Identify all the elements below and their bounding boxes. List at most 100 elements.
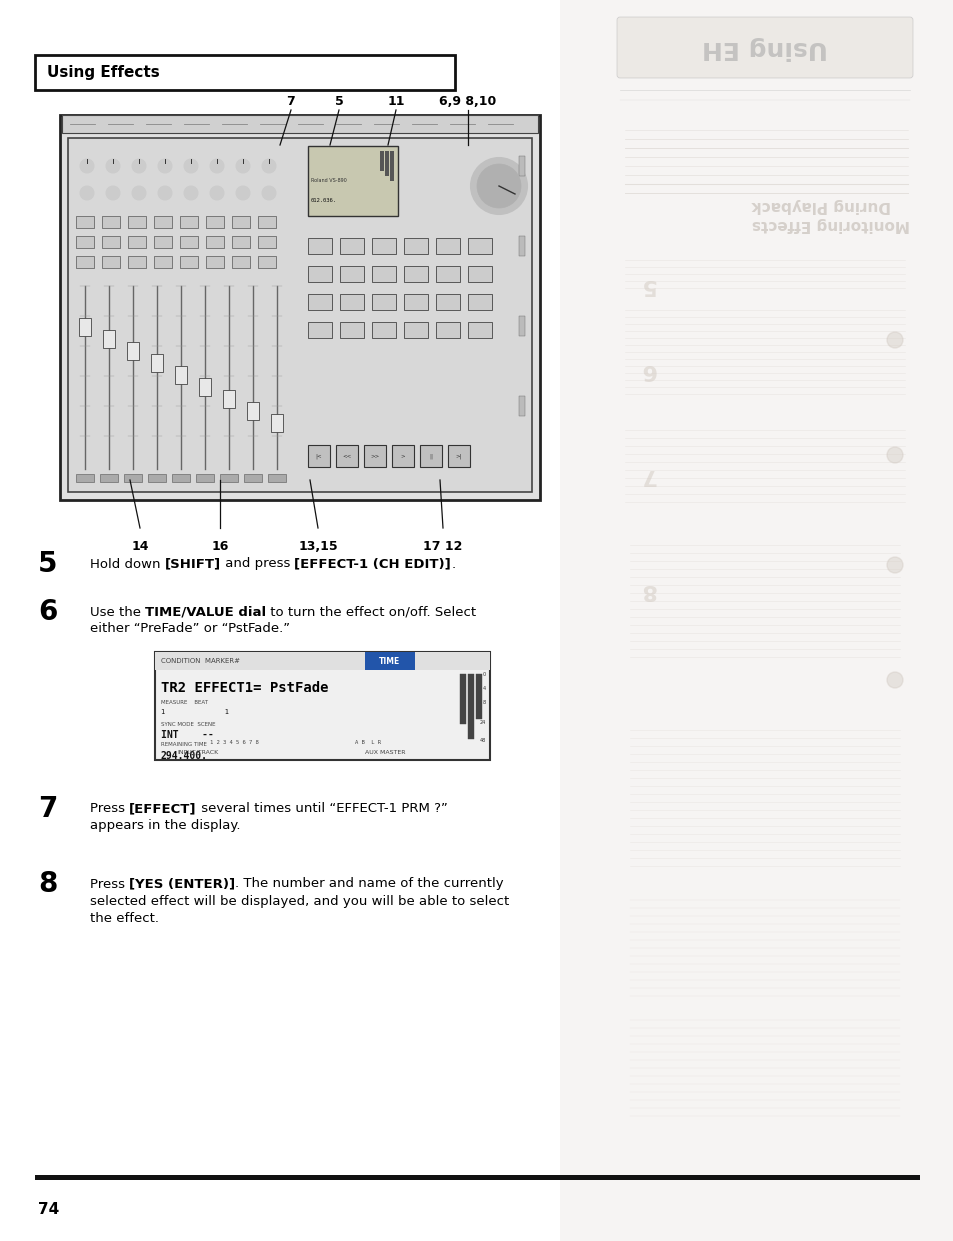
- Bar: [232, 256, 250, 268]
- Bar: [390, 151, 394, 181]
- Bar: [518, 156, 524, 176]
- Text: >|: >|: [456, 453, 462, 459]
- Bar: [199, 379, 211, 396]
- Circle shape: [158, 186, 172, 200]
- Text: INPUT/TRACK: INPUT/TRACK: [177, 750, 218, 755]
- Bar: [35, 55, 455, 91]
- Bar: [206, 236, 224, 248]
- Bar: [79, 318, 91, 336]
- Circle shape: [106, 186, 120, 200]
- Text: either “PreFade” or “PstFade.”: either “PreFade” or “PstFade.”: [90, 623, 290, 635]
- Text: 5: 5: [38, 550, 57, 578]
- Bar: [206, 216, 224, 228]
- Bar: [308, 146, 397, 216]
- Text: selected effect will be displayed, and you will be able to select: selected effect will be displayed, and y…: [90, 895, 509, 907]
- Bar: [372, 321, 395, 338]
- Circle shape: [262, 159, 275, 172]
- Text: CONDITION  MARKER#: CONDITION MARKER#: [161, 658, 240, 664]
- Bar: [476, 674, 481, 719]
- Circle shape: [476, 164, 520, 208]
- Text: the effect.: the effect.: [90, 911, 159, 925]
- Bar: [339, 294, 364, 310]
- Bar: [308, 238, 332, 254]
- Text: 17 12: 17 12: [423, 540, 462, 553]
- Bar: [76, 256, 94, 268]
- Text: to turn the effect on/off. Select: to turn the effect on/off. Select: [266, 606, 476, 618]
- Circle shape: [80, 159, 94, 172]
- Bar: [448, 446, 470, 467]
- Bar: [68, 138, 532, 491]
- Text: [EFFECT-1 (CH EDIT)]: [EFFECT-1 (CH EDIT)]: [294, 557, 451, 571]
- Bar: [403, 321, 428, 338]
- Circle shape: [184, 159, 198, 172]
- Bar: [60, 115, 539, 500]
- Text: . The number and name of the currently: . The number and name of the currently: [235, 877, 503, 891]
- Circle shape: [210, 159, 224, 172]
- Text: Press: Press: [90, 803, 129, 815]
- Circle shape: [262, 186, 275, 200]
- Bar: [308, 266, 332, 282]
- Text: Roland VS-890: Roland VS-890: [311, 179, 346, 184]
- Text: 24: 24: [479, 720, 485, 725]
- Text: ||: ||: [429, 453, 433, 459]
- Bar: [365, 652, 415, 670]
- Bar: [103, 330, 115, 347]
- Bar: [403, 238, 428, 254]
- Text: >>: >>: [370, 453, 379, 458]
- Text: 16: 16: [212, 540, 229, 553]
- Text: 5: 5: [335, 96, 343, 108]
- Bar: [403, 294, 428, 310]
- Bar: [308, 446, 330, 467]
- Text: [EFFECT]: [EFFECT]: [129, 803, 196, 815]
- Bar: [468, 321, 492, 338]
- Bar: [76, 236, 94, 248]
- Text: 14: 14: [132, 540, 149, 553]
- Bar: [128, 236, 146, 248]
- Bar: [76, 216, 94, 228]
- Bar: [335, 446, 357, 467]
- Circle shape: [132, 159, 146, 172]
- Circle shape: [886, 447, 902, 463]
- Bar: [180, 216, 198, 228]
- Circle shape: [235, 186, 250, 200]
- Bar: [257, 256, 275, 268]
- Bar: [468, 294, 492, 310]
- Bar: [180, 236, 198, 248]
- Bar: [195, 474, 213, 482]
- Bar: [127, 343, 139, 360]
- Bar: [76, 474, 94, 482]
- Bar: [244, 474, 262, 482]
- Text: 1              1: 1 1: [161, 709, 229, 715]
- Circle shape: [184, 186, 198, 200]
- Bar: [559, 0, 953, 1241]
- Text: A B  L R: A B L R: [355, 740, 380, 745]
- Bar: [128, 216, 146, 228]
- Bar: [436, 294, 459, 310]
- Bar: [100, 474, 118, 482]
- Text: 8: 8: [639, 580, 655, 599]
- Bar: [172, 474, 190, 482]
- Text: TR2 EFFECT1= PstFade: TR2 EFFECT1= PstFade: [161, 681, 328, 695]
- Text: Use the: Use the: [90, 606, 145, 618]
- Text: 11: 11: [387, 96, 404, 108]
- Text: 48: 48: [479, 737, 485, 742]
- Text: [SHIFT]: [SHIFT]: [165, 557, 221, 571]
- Bar: [372, 294, 395, 310]
- Text: 13,15: 13,15: [298, 540, 337, 553]
- Text: Using EH: Using EH: [701, 36, 827, 60]
- Text: 1 2 3 4 5 6 7 8: 1 2 3 4 5 6 7 8: [210, 740, 258, 745]
- Bar: [419, 446, 441, 467]
- Bar: [62, 115, 537, 133]
- Text: 6,9 8,10: 6,9 8,10: [439, 96, 497, 108]
- Text: <<: <<: [342, 453, 352, 458]
- Text: >: >: [400, 453, 405, 458]
- Bar: [257, 216, 275, 228]
- Bar: [35, 1175, 919, 1180]
- Text: 8: 8: [38, 870, 57, 898]
- Text: 7: 7: [286, 96, 295, 108]
- Bar: [220, 474, 237, 482]
- Text: 4: 4: [482, 685, 485, 690]
- Text: MEASURE    BEAT: MEASURE BEAT: [161, 700, 208, 705]
- Text: 74: 74: [38, 1203, 59, 1217]
- Bar: [232, 236, 250, 248]
